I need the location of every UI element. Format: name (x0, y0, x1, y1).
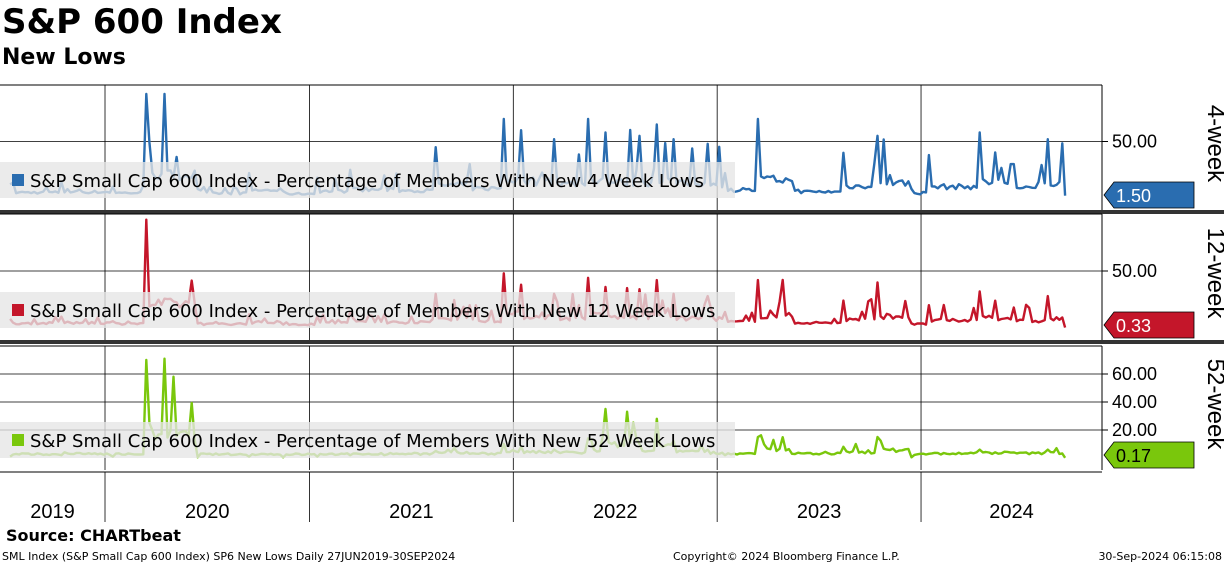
legend-label: S&P Small Cap 600 Index - Percentage of … (30, 431, 715, 452)
x-tick-label: 2019 (30, 501, 75, 523)
footer-description: SML Index (S&P Small Cap 600 Index) SP6 … (2, 550, 456, 563)
source-note: Source: CHARTbeat (6, 526, 181, 545)
panel-separator (0, 340, 1224, 344)
y-tick-label: 50.00 (1112, 132, 1157, 152)
last-value-tag (1103, 181, 1195, 209)
legend-swatch (12, 304, 24, 316)
chart-title: S&P 600 Index (2, 2, 282, 42)
legend-swatch (12, 174, 24, 186)
y-tick-label: 20.00 (1112, 420, 1157, 440)
panel-label: 12-week (1202, 228, 1224, 320)
last-value-label: 1.50 (1116, 186, 1151, 206)
x-tick-label: 2021 (389, 501, 434, 523)
footer-copyright: Copyright© 2024 Bloomberg Finance L.P. (673, 550, 900, 563)
last-value-tag (1103, 441, 1195, 469)
legend-box (0, 422, 735, 458)
x-tick-label: 2023 (797, 501, 842, 523)
panel-label: 4-week (1202, 105, 1224, 183)
legend-label: S&P Small Cap 600 Index - Percentage of … (30, 301, 715, 322)
last-value-tag (1103, 311, 1195, 339)
chart-subtitle: New Lows (2, 45, 126, 70)
y-tick-label: 40.00 (1112, 392, 1157, 412)
y-tick-label: 50.00 (1112, 261, 1157, 281)
legend-box (0, 162, 735, 198)
legend-label: S&P Small Cap 600 Index - Percentage of … (30, 171, 704, 192)
y-tick-label: 60.00 (1112, 364, 1157, 384)
footer-timestamp: 30-Sep-2024 06:15:08 (1098, 550, 1222, 563)
last-value-label: 0.33 (1116, 316, 1151, 336)
legend-swatch (12, 434, 24, 446)
panel-label: 52-week (1202, 359, 1224, 451)
legend-box (0, 292, 735, 328)
last-value-label: 0.17 (1116, 446, 1151, 466)
x-tick-label: 2020 (185, 501, 230, 523)
x-tick-label: 2022 (593, 501, 638, 523)
x-tick-label: 2024 (989, 501, 1034, 523)
panel-separator (0, 210, 1224, 214)
